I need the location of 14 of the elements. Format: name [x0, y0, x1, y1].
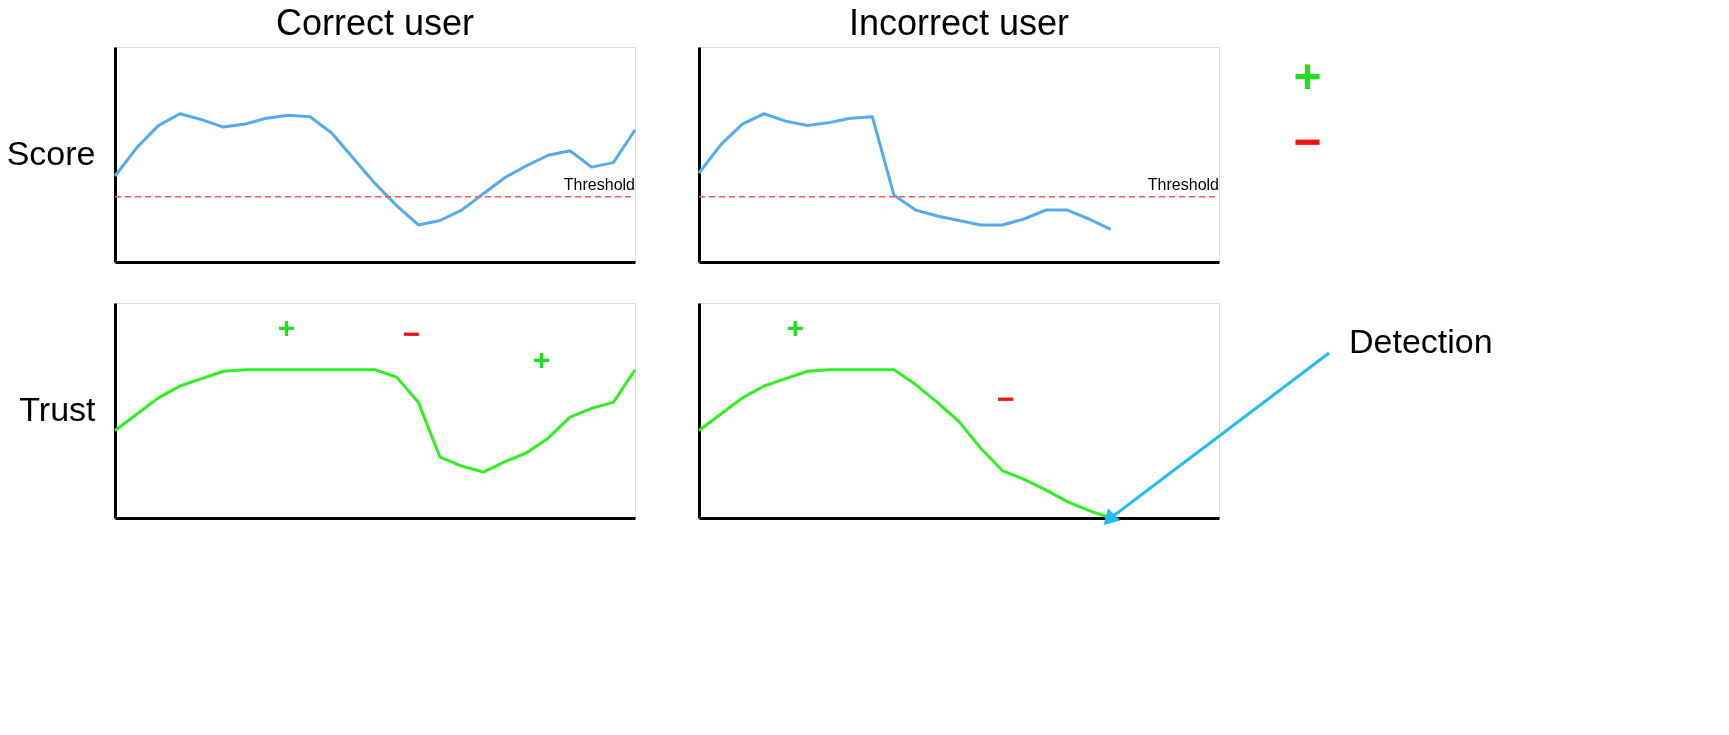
text: − — [1293, 114, 1322, 168]
annotation: − — [997, 381, 1015, 415]
y-axis-title: Score — [6, 134, 96, 172]
text: + — [1293, 50, 1322, 104]
text: + — [277, 310, 296, 344]
ref-line-label: Threshold — [1147, 175, 1219, 193]
text: − — [402, 317, 421, 351]
chart-title: Correct user — [275, 2, 475, 43]
chart-title: Incorrect user — [848, 2, 1070, 43]
text: Detection — [1349, 322, 1493, 360]
text: + — [786, 310, 804, 344]
annotation: + — [532, 343, 551, 377]
y-axis-title: Trust — [19, 390, 97, 428]
ref-line-label: Threshold — [563, 175, 635, 193]
